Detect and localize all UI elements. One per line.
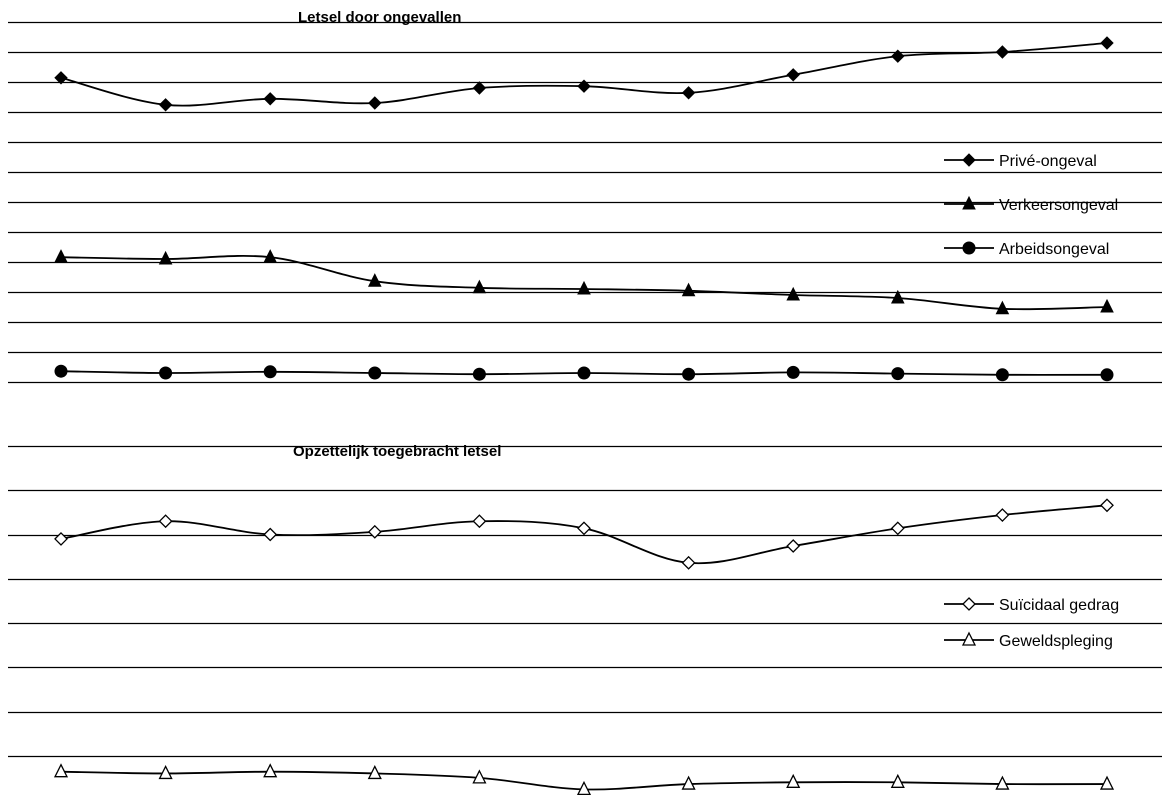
legend-item: Verkeersongeval (944, 195, 1118, 214)
data-point (577, 366, 591, 380)
data-point (786, 365, 800, 379)
data-point (577, 521, 591, 536)
data-point (681, 555, 696, 570)
data-point (367, 273, 382, 287)
data-point (472, 769, 487, 784)
data-point (577, 79, 591, 93)
data-point (995, 368, 1009, 382)
data-point (1100, 36, 1114, 50)
legend-label: Suïcidaal gedrag (999, 597, 1119, 614)
legend-item: Geweldspleging (944, 631, 1113, 650)
data-point (890, 521, 905, 536)
legend-marker (962, 597, 976, 611)
data-point (786, 773, 801, 788)
data-point (681, 86, 696, 100)
data-point (995, 45, 1010, 59)
series-su-cidaal-gedrag (54, 498, 1114, 570)
data-point (786, 68, 800, 82)
data-point (890, 773, 905, 788)
data-point (54, 532, 68, 546)
data-point (263, 365, 277, 379)
legend-label: Privé-ongeval (999, 153, 1097, 170)
data-point (786, 286, 801, 301)
data-point (367, 524, 382, 539)
data-point (472, 81, 487, 95)
data-point (472, 514, 487, 529)
legend-marker (961, 631, 977, 646)
chart-title-2: Opzettelijk toegebracht letsel (293, 443, 501, 460)
series-arbeidsongeval (54, 364, 1114, 382)
data-point (995, 508, 1010, 522)
data-point (367, 764, 382, 780)
data-point (890, 289, 905, 304)
data-point (1100, 368, 1114, 382)
legend-item: Privé-ongeval (944, 153, 1097, 170)
data-point (158, 98, 173, 112)
data-point (263, 92, 277, 106)
legend-label: Geweldspleging (999, 633, 1113, 650)
series-layer (53, 36, 1115, 795)
data-point (891, 49, 905, 63)
data-point (158, 250, 173, 265)
series-priv-ongeval (54, 36, 1114, 112)
data-point (263, 249, 278, 263)
data-point (1100, 498, 1114, 513)
series-geweldspleging (53, 763, 1115, 795)
data-point (54, 249, 68, 263)
data-point (368, 96, 382, 110)
data-point (891, 367, 905, 381)
chart-title-1: Letsel door ongevallen (298, 9, 461, 26)
data-point (995, 775, 1010, 790)
legend-label: Arbeidsongeval (999, 241, 1109, 258)
series-verkeersongeval (54, 249, 1114, 315)
legend: Privé-ongeval Verkeersongeval Arbeidsongev… (944, 153, 1119, 650)
data-point (681, 282, 696, 297)
data-point (682, 367, 696, 381)
data-point (995, 300, 1010, 315)
data-point (576, 780, 592, 795)
data-point (681, 775, 696, 790)
legend-item: Suïcidaal gedrag (944, 597, 1119, 614)
data-point (54, 364, 68, 378)
data-point (158, 514, 173, 529)
data-point (1100, 298, 1114, 313)
gridlines (8, 21, 1162, 758)
data-point (54, 71, 68, 85)
data-point (159, 366, 173, 380)
data-point (472, 367, 486, 381)
data-point (53, 763, 69, 778)
data-point (368, 366, 382, 380)
legend-label: Verkeersongeval (999, 197, 1118, 214)
legend-item: Arbeidsongeval (944, 241, 1109, 258)
data-point (158, 764, 173, 780)
legend-marker (962, 241, 976, 255)
data-point (263, 527, 278, 542)
data-point (577, 280, 591, 295)
data-point (1099, 775, 1115, 790)
legend-marker (962, 195, 976, 210)
legend-marker (962, 153, 976, 167)
data-point (263, 763, 278, 778)
data-point (786, 539, 801, 553)
data-point (472, 279, 487, 294)
